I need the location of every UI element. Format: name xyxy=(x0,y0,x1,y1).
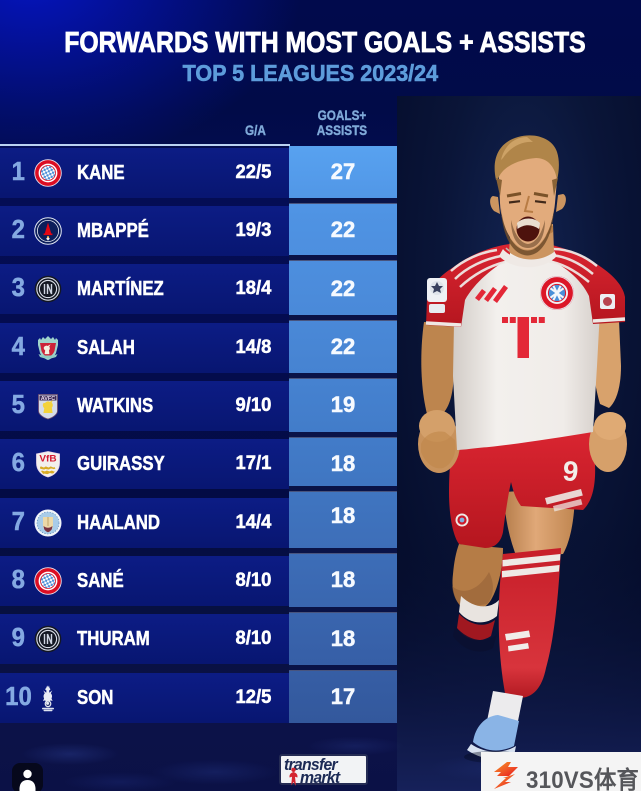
svg-text:VfB: VfB xyxy=(39,454,56,465)
svg-text:AVFC: AVFC xyxy=(41,396,56,402)
svg-text:9: 9 xyxy=(561,455,579,487)
